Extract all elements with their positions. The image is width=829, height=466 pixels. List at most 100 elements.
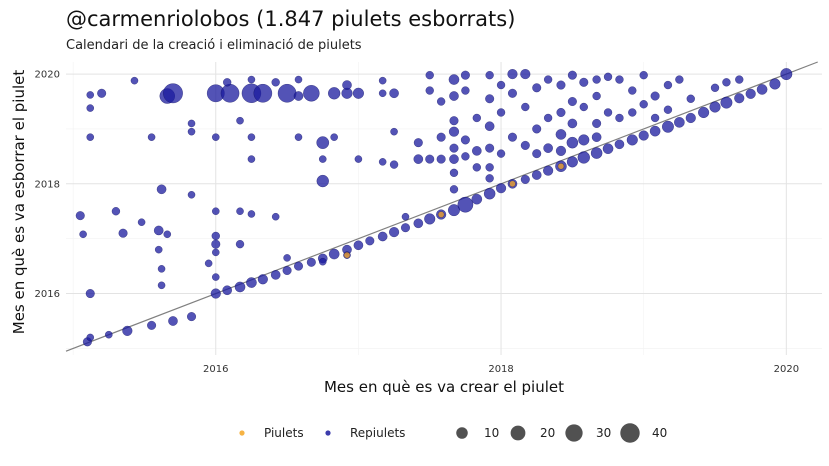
point-repiulet (485, 163, 494, 172)
point-repiulet (449, 168, 459, 178)
point-repiulet (97, 88, 107, 98)
point-repiulet (532, 149, 542, 159)
data-points (75, 68, 793, 347)
y-tick-label: 2018 (35, 179, 60, 190)
point-repiulet (567, 70, 577, 80)
x-tick-label: 2016 (203, 364, 228, 375)
point-repiulet (591, 132, 602, 143)
point-repiulet (626, 134, 638, 146)
point-repiulet (236, 207, 244, 216)
point-repiulet (390, 127, 398, 136)
point-repiulet (210, 288, 221, 299)
point-repiulet (154, 245, 163, 254)
x-tick-label: 2020 (774, 364, 799, 375)
point-repiulet (507, 132, 518, 142)
point-repiulet (234, 281, 246, 293)
point-repiulet (257, 274, 268, 285)
point-repiulet (449, 185, 459, 194)
point-repiulet (86, 104, 95, 112)
point-repiulet (235, 239, 245, 249)
point-repiulet (389, 160, 399, 169)
point-repiulet (130, 76, 139, 85)
point-repiulet (449, 116, 459, 126)
point-repiulet (483, 187, 496, 200)
point-repiulet (592, 75, 601, 84)
point-repiulet (389, 88, 399, 99)
point-repiulet (472, 113, 482, 123)
legend-key-repiulets (325, 430, 331, 436)
point-repiulet (628, 86, 637, 95)
point-repiulet (460, 70, 470, 80)
y-axis-ticks: 2016 2018 2020 (35, 70, 60, 300)
point-repiulet (211, 239, 221, 249)
point-repiulet (520, 68, 531, 80)
point-repiulet (157, 265, 166, 273)
point-repiulet (86, 133, 95, 141)
point-repiulet (485, 143, 495, 153)
point-repiulet (211, 133, 220, 141)
point-repiulet (211, 231, 220, 241)
point-repiulet (531, 170, 542, 180)
chart-subtitle: Calendari de la creació i eliminació de … (66, 38, 362, 53)
legend-size-label: 30 (596, 426, 611, 440)
point-repiulet (147, 133, 156, 141)
point-repiulet (330, 133, 338, 141)
point-repiulet (756, 84, 768, 95)
point-repiulet (685, 112, 696, 124)
point-repiulet (318, 155, 327, 163)
point-repiulet (401, 212, 410, 221)
point-repiulet (532, 83, 542, 93)
point-repiulet (722, 78, 731, 87)
point-repiulet (603, 108, 613, 117)
point-repiulet (461, 152, 470, 161)
point-repiulet (555, 129, 567, 140)
point-repiulet (615, 75, 624, 84)
point-repiulet (153, 225, 164, 236)
point-repiulet (157, 281, 166, 290)
point-repiulet (566, 136, 579, 149)
legend-size-label: 40 (652, 426, 667, 440)
point-repiulet (628, 108, 637, 117)
point-repiulet (104, 330, 113, 339)
chart-title: @carmenriolobos (1.847 piulets esborrats… (66, 7, 516, 31)
point-repiulet (520, 140, 530, 150)
point-repiulet (615, 113, 624, 123)
point-repiulet (496, 108, 506, 117)
point-repiulet (211, 248, 220, 257)
point-repiulet (471, 146, 482, 156)
point-repiulet (425, 86, 434, 95)
point-repiulet (675, 75, 684, 84)
point-repiulet (283, 254, 291, 262)
point-repiulet (520, 174, 530, 184)
reference-line (65, 61, 818, 352)
point-repiulet (111, 207, 121, 216)
point-repiulet (555, 145, 567, 156)
point-repiulet (602, 143, 614, 155)
point-repiulet (270, 270, 281, 280)
point-repiulet (614, 139, 625, 150)
point-repiulet (579, 102, 589, 112)
point-repiulet (247, 133, 256, 141)
point-repiulet (187, 190, 196, 199)
point-repiulet (556, 80, 566, 90)
point-repiulet (592, 91, 601, 101)
point-repiulet (378, 89, 387, 98)
point-repiulet (674, 116, 685, 128)
point-repiulet (460, 135, 470, 145)
point-repiulet (147, 320, 157, 330)
point-repiulet (163, 230, 172, 239)
grid-lines (66, 62, 822, 355)
point-repiulet (532, 124, 542, 134)
y-tick-label: 2020 (35, 70, 60, 81)
point-repiulet (316, 136, 330, 150)
x-axis-title: Mes en què es va crear el piulet (324, 378, 564, 396)
point-repiulet (567, 118, 578, 129)
point-repiulet (745, 88, 756, 99)
point-repiulet (663, 80, 673, 90)
legend-size-key (510, 425, 526, 441)
point-repiulet (187, 119, 196, 128)
point-repiulet (294, 133, 303, 141)
point-repiulet (86, 333, 95, 342)
point-repiulet (293, 261, 304, 271)
